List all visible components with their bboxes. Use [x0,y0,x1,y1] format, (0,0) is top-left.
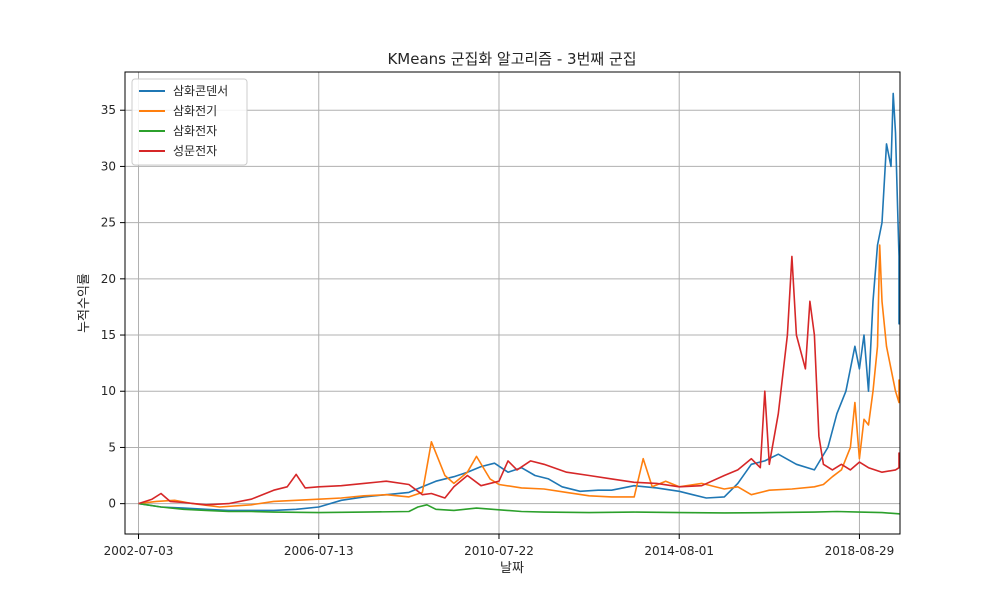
legend-label: 성문전자 [173,144,217,158]
y-axis-ticks: 0 5 10 15 20 25 30 35 [101,103,125,511]
x-axis-ticks: 2002-07-03 2006-07-13 2010-07-22 2014-08-01… [104,534,895,558]
y-tick-label: 10 [101,384,116,398]
y-tick-label: 25 [101,216,116,230]
x-tick-label: 2006-07-13 [284,544,354,558]
y-tick-label: 0 [108,497,116,511]
y-tick-label: 15 [101,328,116,342]
series-line-2 [138,502,900,515]
series-line-1 [138,244,900,508]
y-tick-label: 35 [101,103,116,117]
legend-label: 삼화전기 [173,104,217,118]
legend-label: 삼화전자 [173,124,217,138]
y-tick-label: 30 [101,159,116,173]
x-tick-label: 2010-07-22 [464,544,534,558]
x-axis-label: 날짜 [500,561,524,576]
y-axis-label: 누적수익률 [77,273,92,333]
y-tick-label: 5 [108,440,116,454]
x-tick-label: 2014-08-01 [644,544,714,558]
legend-label: 삼화콘덴서 [173,84,228,98]
series-line-3 [138,255,900,506]
chart-title: KMeans 군집화 알고리즘 - 3번째 군집 [387,50,636,68]
y-tick-label: 20 [101,272,116,286]
plot-frame [124,71,901,535]
legend-box [131,78,248,166]
x-tick-label: 2002-07-03 [104,544,174,558]
x-tick-label: 2018-08-29 [825,544,895,558]
series-lines [138,92,900,515]
series-line-0 [138,92,900,512]
